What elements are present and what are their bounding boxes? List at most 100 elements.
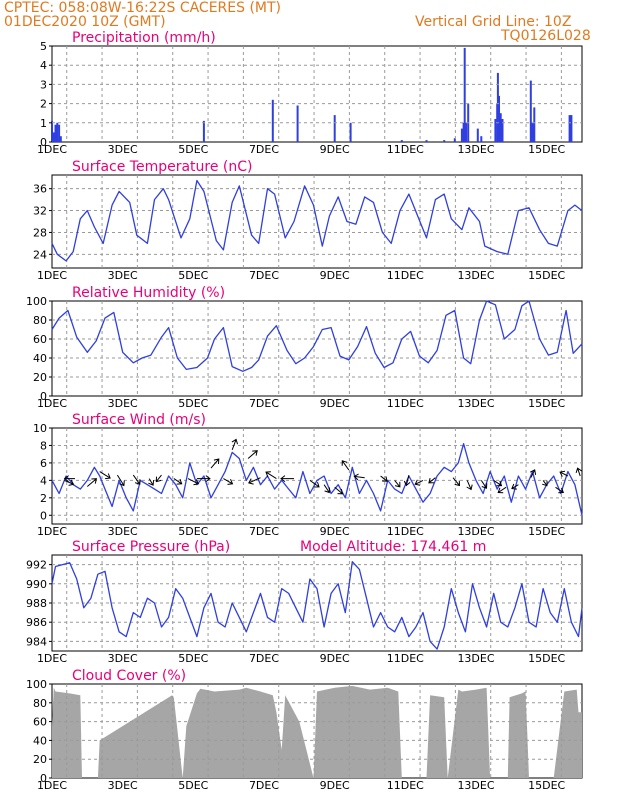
cloud-ytick-label: 40 [33, 734, 47, 747]
pres-ytick-label: 990 [26, 578, 47, 591]
cloud-xtick-label: 5DEC [178, 779, 208, 792]
wind-ytick-label: 2 [40, 492, 47, 505]
wind-ytick-label: 4 [40, 474, 47, 487]
rh-ytick-label: 60 [33, 333, 47, 346]
temp-ytick-label: 32 [33, 205, 47, 218]
cloud-ytick-label: 60 [33, 716, 47, 729]
precip-bar [59, 136, 62, 142]
wind-arrow [280, 475, 294, 482]
precip-bar [570, 115, 573, 142]
precip-bar [496, 72, 499, 142]
precip-xtick-label: 7DEC [249, 143, 279, 156]
precip-bar [494, 119, 497, 142]
precip-bar [463, 47, 466, 142]
cloud-xtick-label: 13DEC [457, 779, 494, 792]
wind-xtick-label: 13DEC [457, 525, 494, 538]
wind-arrow [394, 480, 401, 488]
header-station: CPTEC: 058:08W-16:22S CACERES (MT) [4, 0, 282, 16]
wind-arrow [248, 477, 261, 485]
wind-arrow [511, 483, 519, 490]
precip-bar [56, 122, 59, 142]
precip-bar [499, 113, 502, 142]
rh-ytick-label: 20 [33, 371, 47, 384]
pres-xtick-label: 1DEC [37, 652, 67, 665]
precip-bar [271, 99, 274, 142]
cloud-xtick-label: 3DEC [108, 779, 138, 792]
pres-annotation: Model Altitude: 174.461 m [300, 539, 486, 555]
precip-xtick-label: 13DEC [457, 143, 494, 156]
precip-bar [498, 95, 500, 142]
rh-xtick-label: 7DEC [249, 397, 279, 410]
wind-xtick-label: 1DEC [37, 525, 67, 538]
wind-arrow [341, 460, 350, 471]
precip-bar [333, 115, 336, 142]
wind-arrow [466, 480, 473, 491]
cloud-xtick-label: 15DEC [528, 779, 565, 792]
pres-xtick-label: 7DEC [249, 652, 279, 665]
temp-xtick-label: 3DEC [108, 269, 138, 282]
precip-bar [462, 122, 465, 142]
precip-xtick-label: 3DEC [108, 143, 138, 156]
precip-bar [52, 132, 55, 142]
wind-title: Surface Wind (m/s) [72, 412, 206, 428]
precip-xtick-label: 5DEC [178, 143, 208, 156]
precip-bar [202, 120, 205, 142]
wind-arrow [529, 469, 537, 478]
wind-arrow [99, 471, 111, 480]
cloud-ytick-label: 100 [26, 678, 47, 691]
wind-arrow [334, 486, 344, 495]
wind-arrow [559, 470, 569, 477]
pres-ytick-label: 988 [26, 597, 47, 610]
header-code: TQ0126L028 [501, 28, 591, 44]
pres-ytick-label: 992 [26, 559, 47, 572]
temp-xtick-label: 15DEC [528, 269, 565, 282]
wind-arrow [155, 474, 162, 483]
wind-arrow [64, 479, 75, 486]
precip-bar [349, 122, 352, 142]
precip-bar [58, 124, 61, 142]
rh-xtick-label: 9DEC [320, 397, 350, 410]
wind-arrow [480, 480, 488, 489]
temp-ytick-label: 28 [33, 226, 47, 239]
wind-arrow [403, 474, 411, 487]
temp-xtick-label: 11DEC [387, 269, 424, 282]
wind-arrow [247, 450, 258, 459]
temp-xtick-label: 7DEC [249, 269, 279, 282]
cloud-ytick-label: 0 [40, 772, 47, 785]
cloud-xtick-label: 7DEC [249, 779, 279, 792]
pres-xtick-label: 13DEC [457, 652, 494, 665]
precip-bar [296, 105, 299, 142]
cloud-area [52, 685, 582, 778]
cloud-ytick-label: 20 [33, 753, 47, 766]
precip-ytick-label: 2 [40, 98, 47, 111]
precip-xtick-label: 11DEC [387, 143, 424, 156]
cloud-xtick-label: 11DEC [387, 779, 424, 792]
pres-xtick-label: 11DEC [387, 652, 424, 665]
wind-arrow [132, 474, 141, 485]
wind-arrow [187, 478, 200, 486]
rh-xtick-label: 11DEC [387, 397, 424, 410]
rh-xtick-label: 1DEC [37, 397, 67, 410]
precip-bar [568, 115, 571, 142]
wind-ytick-label: 6 [40, 457, 47, 470]
wind-xtick-label: 3DEC [108, 525, 138, 538]
precip-xtick-label: 1DEC [37, 143, 67, 156]
wind-xtick-label: 9DEC [320, 525, 350, 538]
cloud-xtick-label: 1DEC [37, 779, 67, 792]
wind-arrow [493, 479, 503, 487]
wind-arrow [265, 471, 277, 480]
temp-xtick-label: 9DEC [320, 269, 350, 282]
precip-bar [54, 124, 57, 142]
precip-bar [476, 128, 479, 142]
cloud-title: Cloud Cover (%) [72, 668, 186, 684]
wind-arrow [414, 479, 424, 486]
wind-xtick-label: 11DEC [387, 525, 424, 538]
wind-frame [51, 427, 583, 525]
wind-arrow [173, 478, 183, 485]
temp-line [51, 179, 583, 262]
wind-arrow [353, 473, 365, 481]
wind-arrow [196, 475, 211, 482]
wind-xtick-label: 7DEC [249, 525, 279, 538]
wind-ytick-label: 0 [40, 509, 47, 522]
